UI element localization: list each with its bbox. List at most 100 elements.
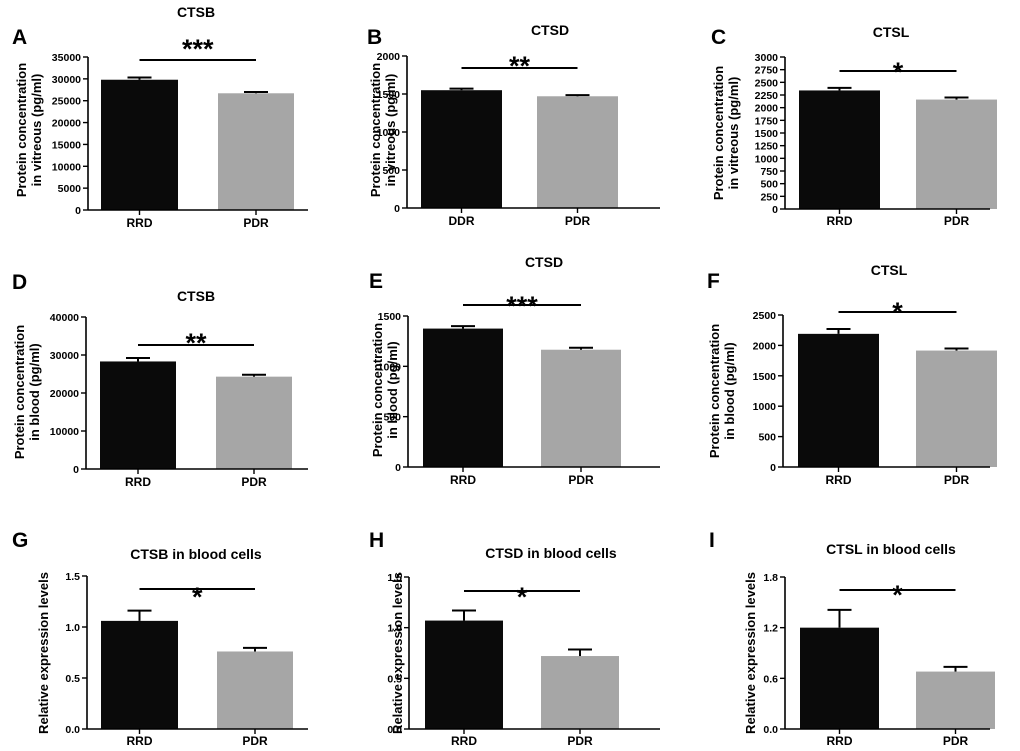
bar-pdr [916, 671, 995, 729]
bar-rrd [799, 90, 880, 209]
significance-stars: ** [509, 51, 531, 81]
y-tick-label: 750 [760, 166, 778, 178]
y-tick-label: 500 [760, 179, 778, 191]
chart-title: CTSB [177, 4, 215, 20]
chart-title: CTSD in blood cells [485, 545, 617, 561]
y-tick-label: 1000 [377, 127, 401, 139]
y-tick-label: 1.0 [387, 623, 402, 635]
y-axis-label: Relative expression levels [36, 572, 51, 734]
y-tick-label: 30000 [50, 350, 79, 362]
y-axis-label-line: in blood (pg/ml) [722, 342, 737, 439]
bar-rrd [101, 79, 178, 210]
panel-letter: A [12, 26, 27, 49]
y-axis-label: Protein concentrationin blood (pg/ml) [707, 324, 737, 458]
y-tick-label: 0 [395, 462, 401, 474]
chart-title: CTSD [525, 254, 563, 270]
bar-pdr [218, 93, 294, 210]
panel-a: A CTSB Protein concentrationin vitreous (p… [12, 4, 308, 230]
x-category-label: RRD [127, 216, 153, 230]
y-tick-label: 0.0 [387, 724, 402, 736]
y-axis-label: Protein concentrationin blood (pg/ml) [12, 325, 42, 459]
significance-stars: *** [182, 34, 214, 64]
x-category-label: RRD [826, 473, 852, 487]
panel-letter: B [367, 26, 382, 49]
x-category-label: RRD [450, 473, 476, 487]
y-tick-label: 20000 [52, 118, 81, 130]
chart-title: CTSD [531, 22, 569, 38]
bar-rrd [798, 333, 879, 467]
panel-letter: C [711, 26, 726, 49]
bar-ddr [421, 90, 502, 208]
panel-f: F CTSL Protein concentrationin blood (pg/m… [707, 262, 997, 487]
panel-d: D CTSB Protein concentrationin blood (pg/m… [12, 271, 308, 489]
chart-title: CTSL in blood cells [826, 541, 956, 557]
panel-letter: D [12, 271, 27, 294]
chart-title: CTSB [177, 288, 215, 304]
bar-rrd [100, 361, 176, 469]
bar-pdr [217, 651, 293, 729]
y-tick-label: 35000 [52, 52, 81, 64]
y-tick-label: 0.6 [763, 673, 778, 685]
y-tick-label: 0 [394, 203, 400, 215]
y-tick-label: 1500 [755, 128, 779, 140]
y-tick-label: 1500 [377, 89, 401, 101]
y-tick-label: 2250 [755, 90, 779, 102]
y-tick-label: 0.0 [65, 724, 80, 736]
y-tick-label: 1500 [753, 371, 777, 383]
bar-rrd [800, 627, 879, 729]
y-axis-label-line: in vitreous (pg/ml) [29, 74, 44, 187]
y-tick-label: 1500 [378, 311, 402, 323]
significance-stars: ** [185, 328, 207, 358]
chart-title: CTSB in blood cells [130, 546, 262, 562]
y-axis-label-line: in blood (pg/ml) [385, 341, 400, 438]
chart-title: CTSL [871, 262, 908, 278]
y-axis-label: Relative expression levels [390, 572, 405, 734]
y-axis-label-line: Protein concentration [368, 63, 383, 197]
x-category-label: PDR [567, 734, 593, 748]
x-category-label: PDR [241, 475, 267, 489]
x-category-label: RRD [827, 214, 853, 228]
bar-pdr [541, 349, 621, 467]
y-axis-label: Protein concentrationin blood (pg/ml) [370, 323, 400, 457]
significance-stars: * [892, 580, 903, 610]
y-tick-label: 2000 [753, 340, 777, 352]
panel-letter: H [369, 529, 384, 552]
panel-letter: F [707, 270, 720, 293]
y-tick-label: 1250 [755, 141, 779, 153]
panel-letter: G [12, 529, 28, 552]
x-category-label: DDR [449, 214, 475, 228]
bar-rrd [425, 620, 503, 729]
y-axis-label: Protein concentrationin vitreous (pg/ml) [368, 63, 398, 197]
y-tick-label: 500 [383, 412, 401, 424]
y-tick-label: 1.5 [65, 571, 80, 583]
y-axis-label-line: Relative expression levels [36, 572, 51, 734]
y-axis-label-line: Relative expression levels [390, 572, 405, 734]
y-tick-label: 0.5 [387, 673, 402, 685]
y-tick-label: 30000 [52, 74, 81, 86]
significance-stars: * [517, 582, 528, 612]
y-tick-label: 20000 [50, 388, 79, 400]
y-tick-label: 10000 [50, 426, 79, 438]
x-category-label: PDR [944, 473, 970, 487]
x-category-label: PDR [944, 214, 970, 228]
y-axis-label-line: Protein concentration [14, 63, 29, 197]
x-category-label: PDR [568, 473, 594, 487]
y-tick-label: 1000 [753, 401, 777, 413]
y-tick-label: 1.0 [65, 622, 80, 634]
y-axis-label-line: Protein concentration [707, 324, 722, 458]
y-tick-label: 1.5 [387, 572, 402, 584]
bar-pdr [541, 656, 619, 729]
y-tick-label: 2500 [755, 77, 779, 89]
y-tick-label: 1000 [378, 361, 402, 373]
chart-title: CTSL [873, 24, 910, 40]
y-axis-label-line: in vitreous (pg/ml) [726, 77, 741, 190]
y-axis-label-line: in vitreous (pg/ml) [383, 74, 398, 187]
y-axis-label-line: Protein concentration [711, 66, 726, 200]
y-tick-label: 2750 [755, 65, 779, 77]
y-tick-label: 500 [382, 165, 400, 177]
y-tick-label: 1750 [755, 115, 779, 127]
y-tick-label: 0.5 [65, 673, 80, 685]
panel-i: I CTSL in blood cells Relative expression … [709, 529, 995, 748]
bar-pdr [916, 350, 997, 467]
